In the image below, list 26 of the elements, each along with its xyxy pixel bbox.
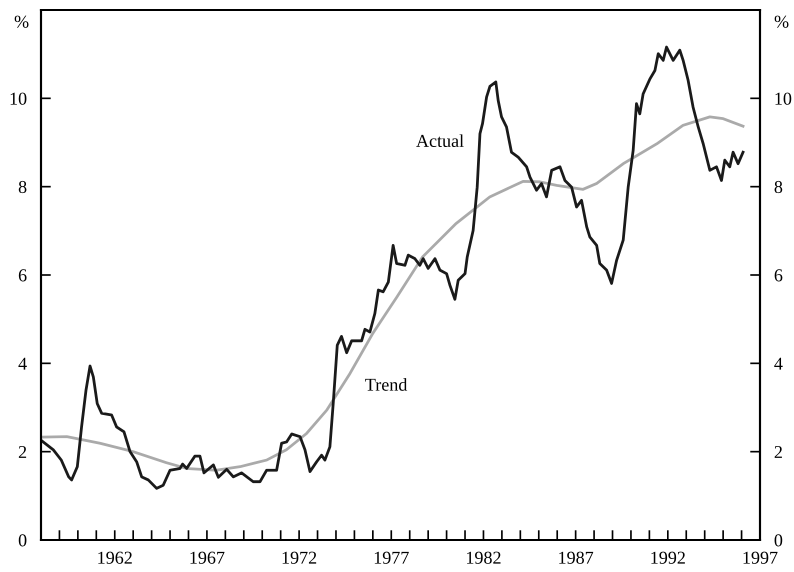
x-tick-label: 1997 [744,552,778,564]
y2-tick-label: 4 [774,358,783,370]
y-tick-label: 4 [18,358,27,370]
y2-tick-label: 8 [774,180,782,194]
x-tick-label: 1972 [282,552,316,564]
y2-tick-label: 2 [774,446,782,458]
y-tick-label: 2 [18,446,26,458]
x-tick-label: 1962 [98,552,132,564]
series-label: Trend [365,378,408,391]
y2-tick-label: 10 [775,92,792,105]
y2-tick-label: 6 [774,269,782,282]
line-series [41,115,744,472]
y2-tick-label: 0 [774,534,782,546]
line-series [41,46,744,490]
x-tick-label: 1977 [374,552,409,564]
x-tick-label: 1982 [466,552,501,564]
y-tick-label: 0 [18,534,26,546]
y-tick-label: 8 [18,180,26,194]
y2-axis-title: % [774,16,788,28]
series-label: Actual [416,134,464,148]
y-axis-title: % [14,16,28,28]
x-tick-label: 1992 [651,552,685,564]
y-tick-label: 10 [10,92,26,105]
x-tick-label: 1967 [190,552,224,564]
y-tick-label: 6 [18,269,27,282]
x-tick-label: 1987 [559,552,594,564]
